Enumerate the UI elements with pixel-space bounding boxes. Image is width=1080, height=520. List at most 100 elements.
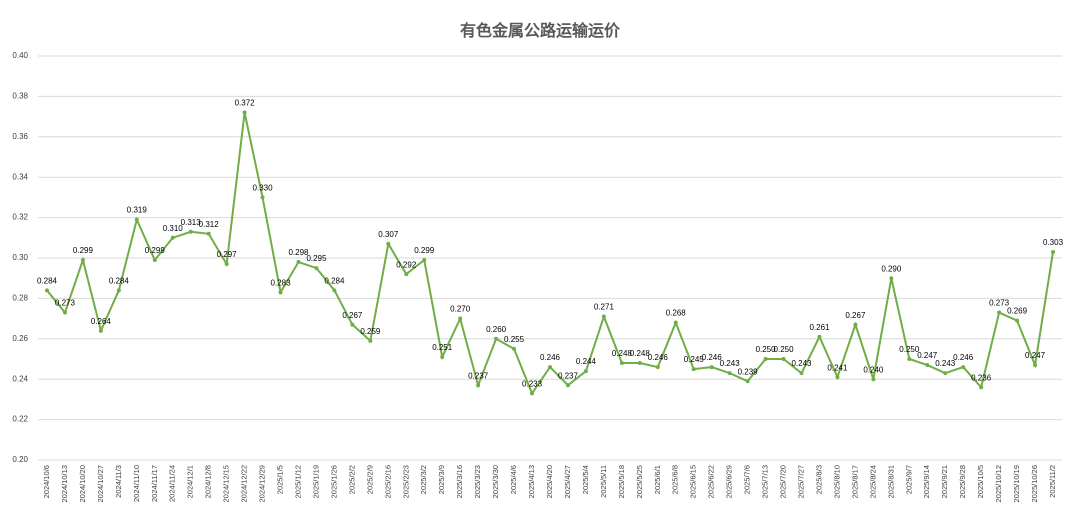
data-label: 0.246 [648, 353, 669, 362]
data-point [619, 361, 624, 366]
x-tick-label: 2025/1/5 [276, 465, 285, 494]
data-label: 0.261 [809, 323, 830, 332]
data-label: 0.246 [953, 353, 974, 362]
data-label: 0.260 [486, 325, 507, 334]
data-point [458, 316, 463, 321]
data-label: 0.271 [594, 303, 615, 312]
x-tick-label: 2024/12/15 [222, 465, 231, 503]
x-tick-label: 2025/3/23 [473, 465, 482, 498]
data-label: 0.251 [432, 343, 453, 352]
data-point [979, 385, 984, 390]
x-tick-label: 2025/1/12 [293, 465, 302, 498]
data-point [494, 336, 499, 341]
x-tick-label: 2025/10/12 [994, 465, 1003, 503]
x-tick-label: 2025/2/16 [383, 465, 392, 498]
data-label: 0.330 [253, 184, 274, 193]
y-tick-label: 0.32 [12, 213, 28, 222]
data-point [709, 365, 714, 370]
data-point [727, 371, 732, 376]
data-label: 0.243 [720, 359, 741, 368]
data-point [943, 371, 948, 376]
x-tick-label: 2025/7/27 [796, 465, 805, 498]
data-point [314, 266, 319, 271]
data-point [44, 288, 49, 293]
data-label: 0.319 [127, 206, 148, 215]
data-point [637, 361, 642, 366]
x-tick-label: 2025/4/13 [527, 465, 536, 498]
x-tick-label: 2025/8/24 [868, 465, 877, 498]
data-point [350, 322, 355, 327]
data-label: 0.259 [360, 327, 381, 336]
y-tick-label: 0.36 [12, 132, 28, 141]
data-point [835, 375, 840, 380]
data-point [781, 357, 786, 361]
data-point [871, 377, 876, 382]
data-label: 0.292 [396, 260, 417, 269]
x-tick-label: 2025/6/22 [707, 465, 716, 498]
data-label: 0.283 [271, 278, 292, 287]
data-label: 0.255 [504, 335, 525, 344]
data-label: 0.310 [163, 224, 184, 233]
x-tick-label: 2025/8/17 [850, 465, 859, 498]
data-label: 0.273 [55, 299, 76, 308]
data-point [134, 217, 139, 222]
x-tick-label: 2025/11/2 [1048, 465, 1057, 498]
y-tick-label: 0.22 [12, 415, 28, 424]
x-tick-label: 2025/6/29 [725, 465, 734, 498]
data-label: 0.243 [935, 359, 956, 368]
y-tick-label: 0.20 [12, 455, 28, 464]
data-point [817, 334, 822, 339]
data-point [170, 235, 175, 240]
data-label: 0.239 [738, 367, 759, 376]
data-label: 0.243 [791, 359, 812, 368]
data-point [332, 288, 337, 293]
x-tick-label: 2025/3/9 [437, 465, 446, 494]
x-tick-label: 2025/10/5 [976, 465, 985, 498]
data-point [565, 383, 570, 388]
data-label: 0.244 [576, 357, 597, 366]
x-tick-label: 2025/5/25 [635, 465, 644, 498]
x-tick-label: 2025/5/18 [617, 465, 626, 498]
data-label: 0.247 [1025, 351, 1046, 360]
data-point [278, 290, 283, 295]
data-point [961, 365, 966, 370]
data-label: 0.299 [73, 246, 94, 255]
data-label: 0.250 [774, 345, 795, 354]
x-tick-label: 2024/10/27 [96, 465, 105, 503]
data-label: 0.246 [540, 353, 561, 362]
data-point [530, 391, 535, 396]
x-tick-label: 2025/6/15 [689, 465, 698, 498]
data-point [997, 310, 1002, 315]
data-label: 0.273 [989, 299, 1010, 308]
data-label: 0.290 [881, 264, 902, 273]
data-point [799, 371, 804, 376]
x-tick-label: 2025/5/4 [581, 465, 590, 494]
x-tick-label: 2024/12/29 [258, 465, 267, 503]
data-label: 0.250 [756, 345, 777, 354]
data-point [548, 365, 552, 370]
data-point [691, 367, 696, 372]
x-tick-label: 2025/4/27 [563, 465, 572, 498]
data-point [188, 229, 193, 234]
y-tick-label: 0.28 [12, 294, 28, 303]
data-point [907, 357, 912, 361]
data-label: 0.269 [1007, 307, 1028, 316]
data-point [601, 314, 606, 319]
data-label: 0.248 [630, 349, 651, 358]
x-tick-label: 2025/2/2 [347, 465, 356, 494]
y-tick-label: 0.26 [12, 334, 28, 343]
data-label: 0.299 [414, 246, 435, 255]
data-point [440, 354, 445, 359]
x-tick-label: 2024/11/10 [132, 465, 141, 502]
x-tick-label: 2025/1/26 [329, 465, 338, 498]
x-tick-label: 2025/2/9 [365, 465, 374, 494]
x-tick-label: 2025/6/1 [653, 465, 662, 494]
data-label: 0.268 [666, 309, 687, 318]
data-label: 0.250 [899, 345, 920, 354]
data-label: 0.295 [306, 254, 327, 263]
data-label: 0.284 [324, 276, 345, 285]
x-tick-label: 2025/8/31 [886, 465, 895, 498]
data-label: 0.313 [181, 218, 202, 227]
x-tick-label: 2025/4/6 [509, 465, 518, 494]
